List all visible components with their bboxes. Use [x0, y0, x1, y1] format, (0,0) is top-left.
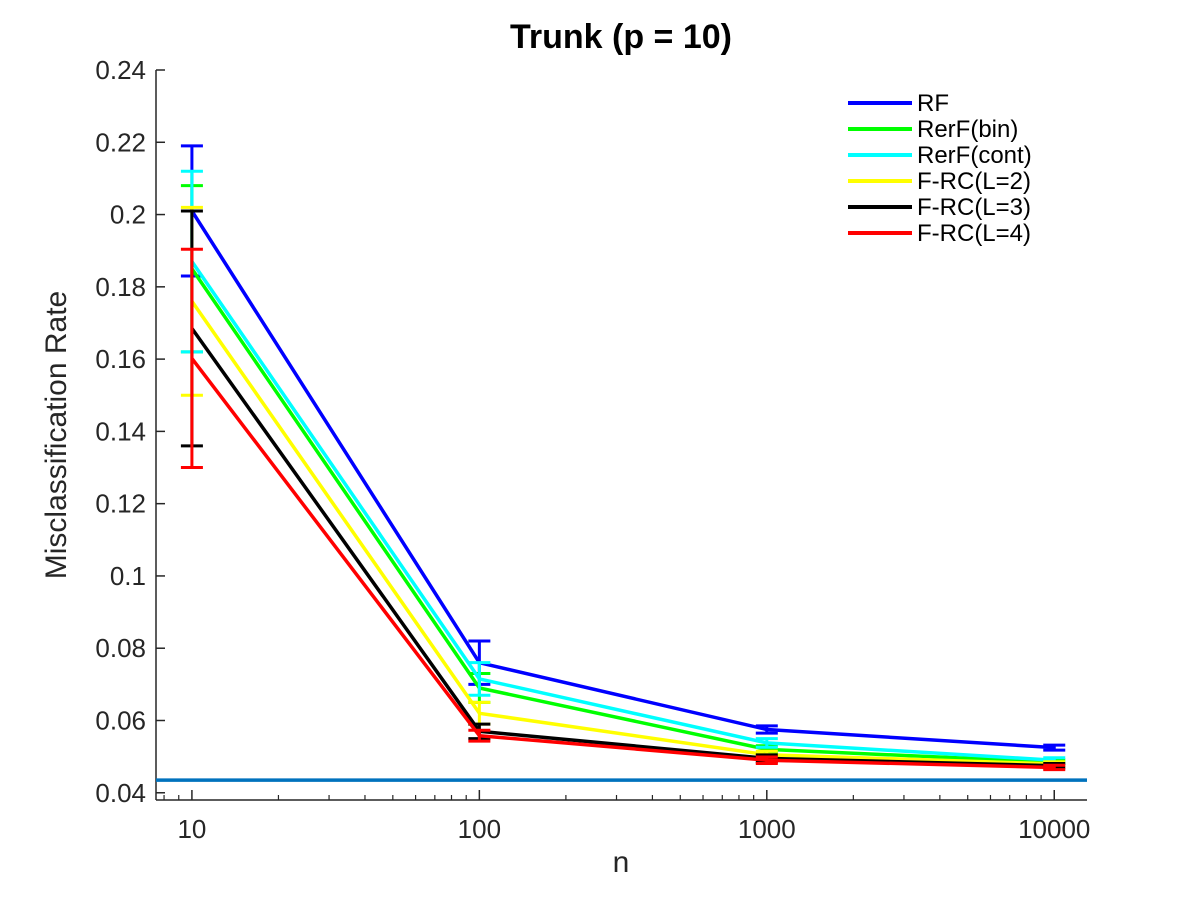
- legend-item: F-RC(L=3): [848, 194, 1031, 221]
- series-line: [190, 327, 1055, 768]
- legend-item: F-RC(L=4): [848, 220, 1031, 247]
- series-F-RC(L=2): [180, 205, 1066, 768]
- tick-labels: 0.04 0.06 0.08 0.1 0.12 0.14 0.16 0.18 0.2 0.22 0.…: [95, 55, 1090, 844]
- y-tick-label: 0.2: [110, 200, 146, 230]
- y-tick-label: 0.08: [95, 633, 146, 663]
- y-tick-label: 0.18: [95, 272, 146, 302]
- legend: RFRerF(bin)RerF(cont)F-RC(L=2)F-RC(L=3)F…: [848, 90, 1032, 247]
- y-tick-label: 0.1: [110, 561, 146, 591]
- legend-label: F-RC(L=3): [917, 194, 1031, 221]
- legend-item: F-RC(L=2): [848, 168, 1031, 195]
- x-tick-label: 10: [177, 814, 206, 844]
- error-bar: [1043, 763, 1066, 772]
- legend-label: F-RC(L=4): [917, 220, 1031, 247]
- legend-item: RerF(bin): [848, 116, 1018, 143]
- series-F-RC(L=4): [180, 247, 1066, 772]
- x-tick-label: 1000: [738, 814, 796, 844]
- legend-label: F-RC(L=2): [917, 168, 1031, 195]
- x-tick-label: 10000: [1018, 814, 1090, 844]
- error-bar: [755, 755, 778, 765]
- error-bar: [180, 247, 203, 470]
- series-line: [190, 260, 1055, 762]
- series-line: [190, 267, 1055, 764]
- chart-title: Trunk (p = 10): [510, 18, 732, 56]
- series-line: [190, 300, 1055, 766]
- x-axis-label: n: [613, 846, 630, 879]
- y-tick-label: 0.04: [95, 778, 146, 808]
- error-bar: [755, 737, 778, 749]
- legend-label: RerF(cont): [917, 142, 1032, 169]
- legend-label: RerF(bin): [917, 116, 1018, 143]
- y-tick-label: 0.22: [95, 127, 146, 157]
- y-tick-label: 0.12: [95, 489, 146, 519]
- y-tick-label: 0.16: [95, 344, 146, 374]
- series-line: [190, 209, 1055, 750]
- legend-item: RerF(cont): [848, 142, 1032, 169]
- error-bar: [468, 728, 491, 743]
- legend-item: RF: [848, 90, 949, 117]
- y-tick-label: 0.14: [95, 416, 146, 446]
- axes: [155, 69, 1087, 801]
- error-bar: [468, 661, 491, 697]
- error-bar: [1043, 743, 1066, 752]
- series-RerF(cont): [180, 169, 1066, 765]
- series-layer: [180, 144, 1066, 772]
- error-bar: [755, 724, 778, 735]
- y-axis-label: Misclassification Rate: [40, 291, 73, 579]
- y-tick-label: 0.24: [95, 55, 146, 85]
- y-tick-label: 0.06: [95, 705, 146, 735]
- series-line: [190, 357, 1055, 770]
- legend-label: RF: [917, 90, 949, 117]
- x-tick-label: 100: [458, 814, 501, 844]
- series-F-RC(L=3): [180, 209, 1066, 770]
